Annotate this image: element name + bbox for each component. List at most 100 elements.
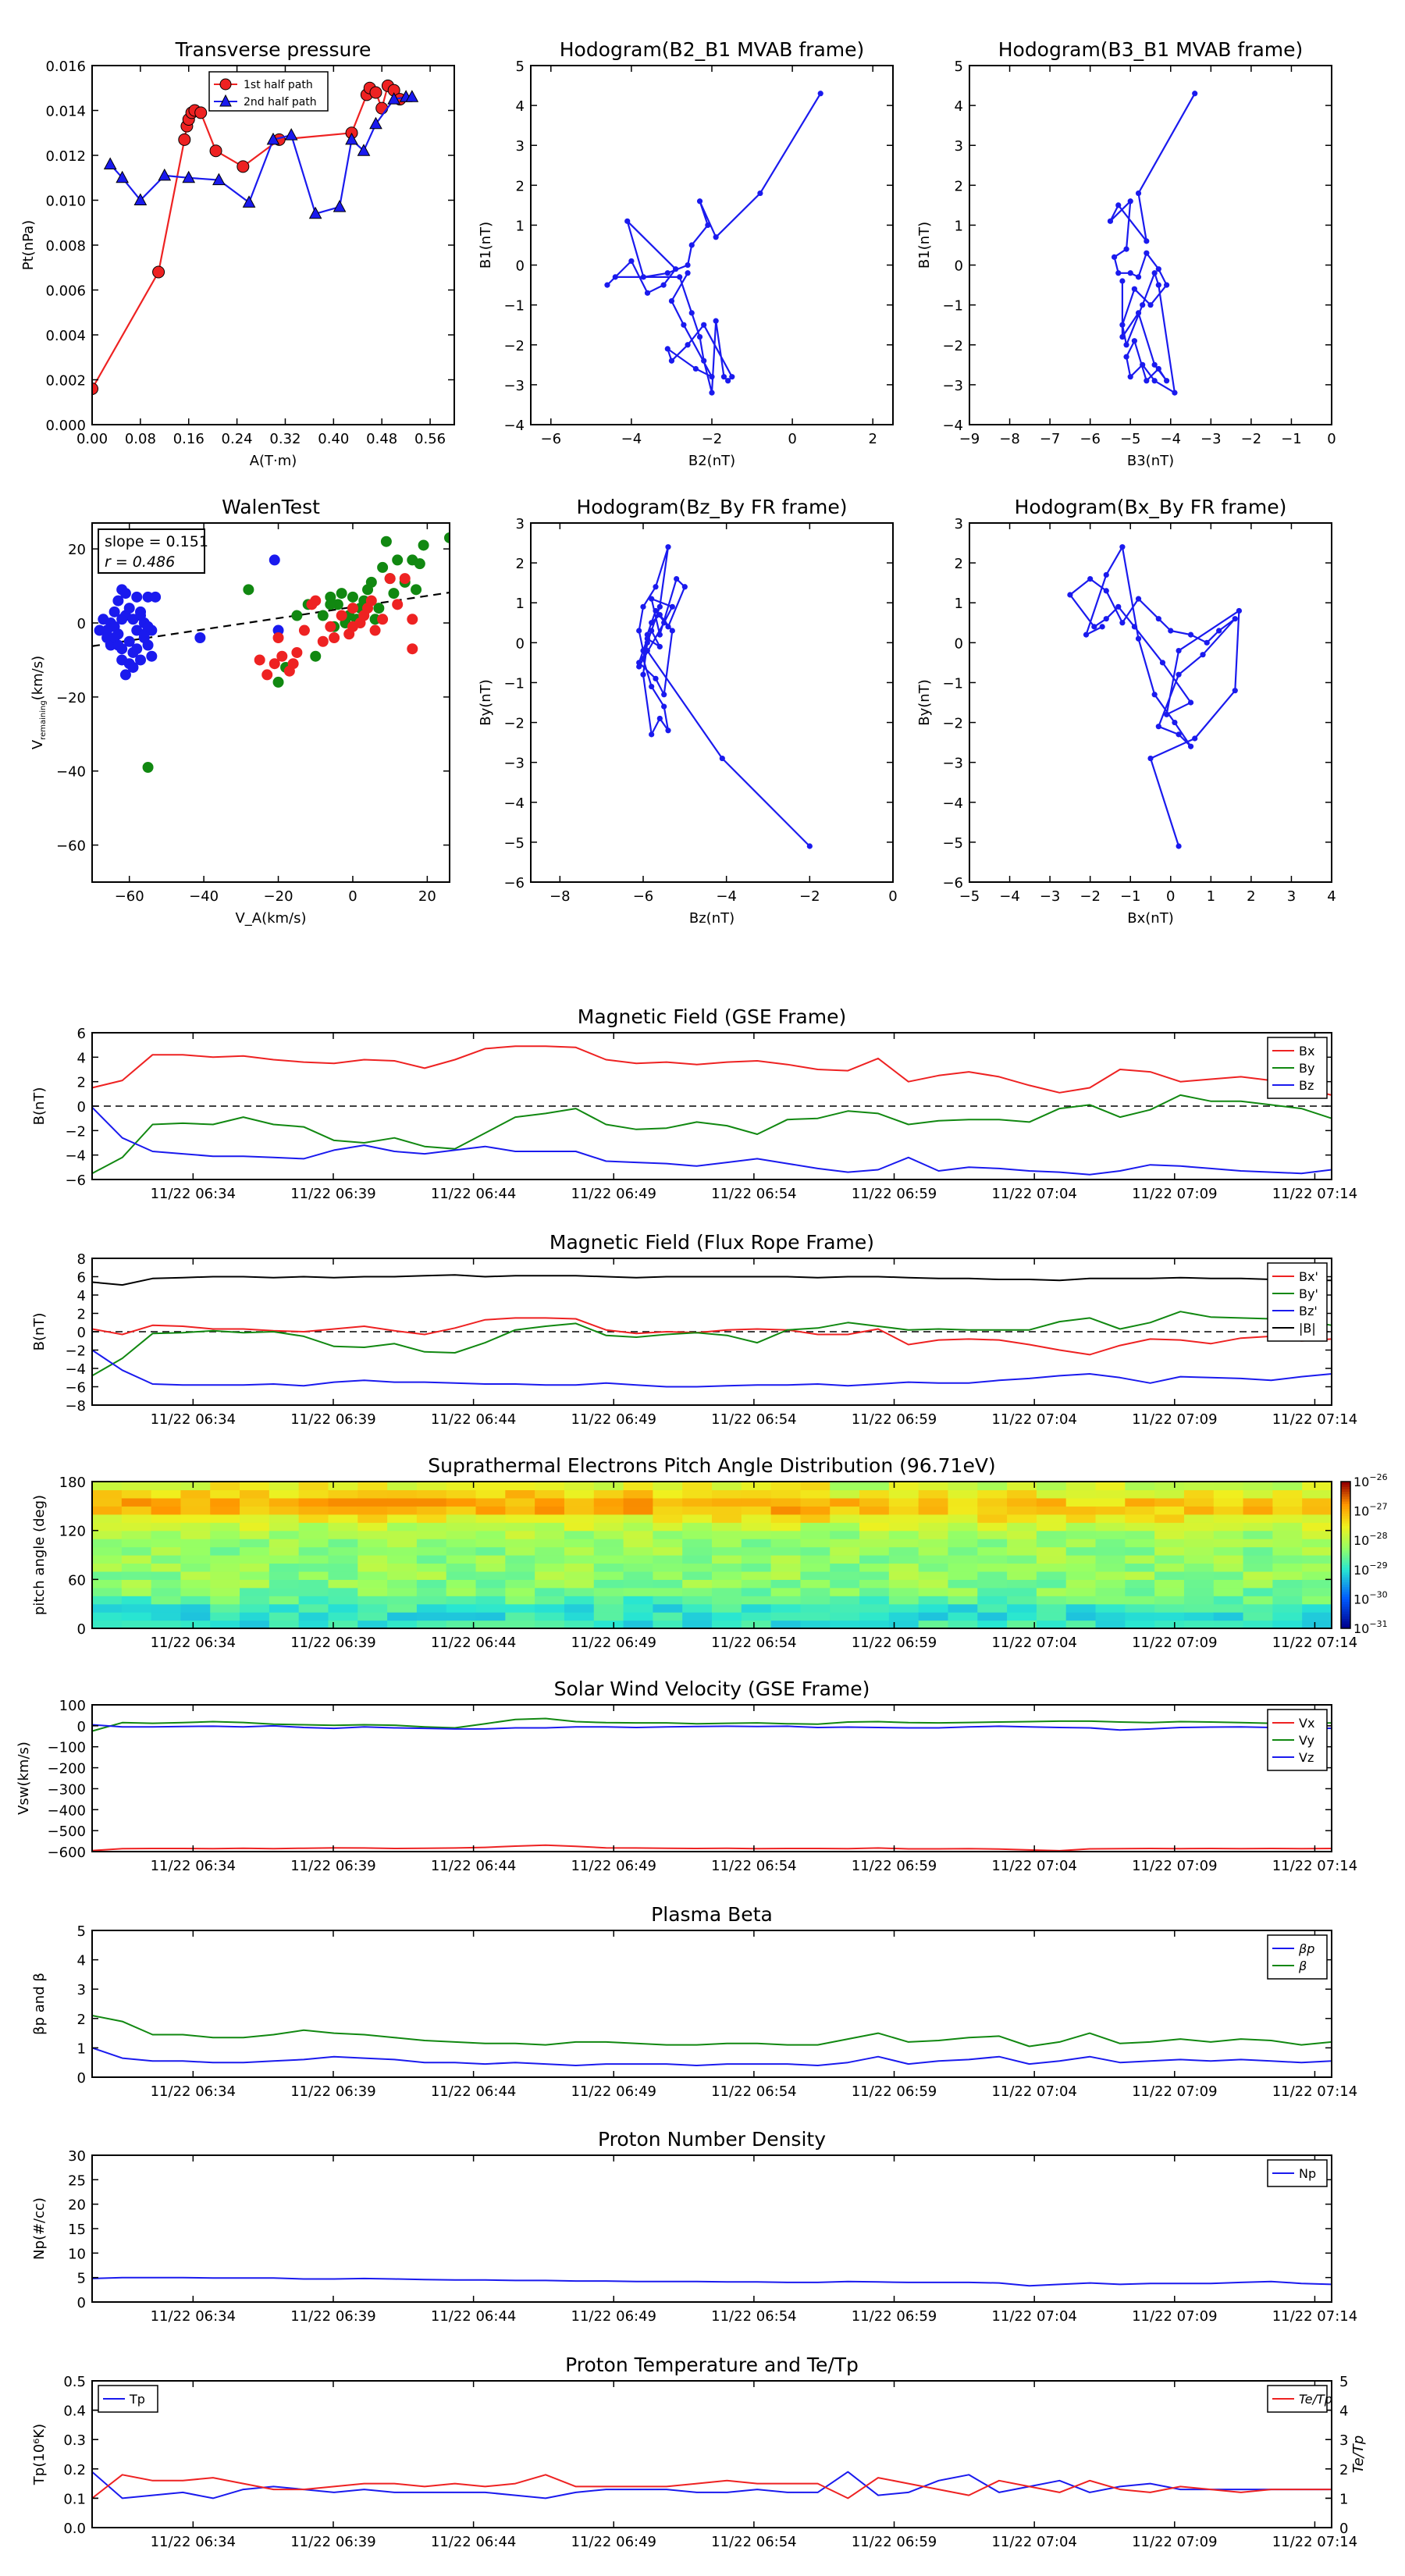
x-tick-label: 11/22 06:59 bbox=[852, 1635, 937, 1651]
data-point bbox=[407, 614, 418, 625]
y-axis-label: B(nT) bbox=[31, 1087, 48, 1126]
heatmap-cell bbox=[151, 1530, 182, 1539]
data-point bbox=[123, 635, 135, 647]
heatmap-cell bbox=[977, 1546, 1008, 1556]
data-point bbox=[709, 374, 715, 380]
heatmap-cell bbox=[712, 1587, 742, 1596]
x-tick-label: 11/22 07:09 bbox=[1132, 1186, 1217, 1202]
heatmap-cell bbox=[1183, 1603, 1215, 1613]
data-point bbox=[308, 206, 322, 219]
chart-title: Transverse pressure bbox=[175, 38, 372, 61]
heatmap-cell bbox=[387, 1620, 418, 1629]
heatmap-cell bbox=[1154, 1489, 1185, 1499]
x-tick-label: −4 bbox=[621, 431, 642, 447]
heatmap-cell bbox=[830, 1489, 860, 1499]
heatmap-cell bbox=[92, 1587, 123, 1596]
heatmap-cell bbox=[269, 1497, 300, 1507]
heatmap-cell bbox=[475, 1587, 506, 1596]
data-point bbox=[209, 144, 222, 158]
heatmap-cell bbox=[800, 1596, 831, 1605]
heatmap-cell bbox=[298, 1489, 329, 1499]
y-tick-label: 0 bbox=[955, 635, 963, 652]
x-tick-label: 11/22 06:59 bbox=[852, 1411, 937, 1428]
heatmap-cell bbox=[446, 1579, 477, 1589]
heatmap-cell bbox=[1007, 1620, 1037, 1629]
heatmap-cell bbox=[977, 1522, 1008, 1532]
heatmap-cell bbox=[121, 1530, 152, 1539]
data-point bbox=[656, 643, 663, 650]
colorbar-cell bbox=[1341, 1599, 1350, 1603]
x-tick-label: 11/22 06:39 bbox=[290, 1186, 375, 1202]
chart-title: Proton Temperature and Te/Tp bbox=[565, 2354, 859, 2376]
heatmap-cell bbox=[1125, 1489, 1155, 1499]
heatmap-cell bbox=[712, 1603, 742, 1613]
colorbar-cell bbox=[1341, 1608, 1350, 1612]
heatmap-cell bbox=[269, 1563, 300, 1572]
colorbar-cell bbox=[1341, 1532, 1350, 1536]
colorbar-cell bbox=[1341, 1525, 1350, 1529]
heatmap-cell bbox=[800, 1587, 831, 1596]
heatmap-cell bbox=[682, 1522, 713, 1532]
heatmap-cell bbox=[1213, 1522, 1244, 1532]
heatmap-cell bbox=[240, 1506, 270, 1515]
x-tick-label: −9 bbox=[959, 431, 980, 447]
heatmap-cell bbox=[770, 1546, 802, 1556]
data-point bbox=[1083, 632, 1090, 638]
heatmap-cell bbox=[1125, 1620, 1155, 1629]
data-point bbox=[336, 588, 347, 600]
heatmap-cell bbox=[151, 1497, 182, 1507]
colorbar-cell bbox=[1341, 1493, 1350, 1497]
heatmap-cell bbox=[712, 1612, 742, 1621]
heatmap-cell bbox=[1065, 1612, 1097, 1621]
data-point bbox=[131, 591, 143, 603]
x-tick-label: 11/22 07:04 bbox=[991, 2083, 1076, 2100]
heatmap-cell bbox=[1183, 1546, 1215, 1556]
plot-frame bbox=[969, 65, 1332, 425]
colorbar-tick-exponent: −31 bbox=[1369, 1619, 1387, 1629]
data-point bbox=[377, 561, 389, 573]
heatmap-cell bbox=[240, 1603, 270, 1613]
x-tick-label: 11/22 07:04 bbox=[991, 2534, 1076, 2550]
heatmap-cell bbox=[859, 1571, 890, 1580]
heatmap-cell bbox=[505, 1522, 535, 1532]
data-point bbox=[1155, 616, 1161, 622]
heatmap-cell bbox=[535, 1489, 565, 1499]
heatmap-cell bbox=[623, 1514, 653, 1523]
series-line-Bx' bbox=[91, 1317, 1332, 1356]
heatmap-cell bbox=[977, 1555, 1008, 1564]
data-point bbox=[688, 242, 695, 248]
y-tick-label: −5 bbox=[942, 835, 963, 852]
chart-walen-test: WalenTest −60 −40 −20 0 20 −60 −40 −20 0 20 V_A(km/… bbox=[30, 496, 450, 927]
data-point bbox=[1176, 671, 1182, 678]
y-axis-label: βp and β bbox=[31, 1973, 48, 2035]
y-tick-label: 2 bbox=[516, 556, 525, 572]
heatmap-cell bbox=[712, 1506, 742, 1515]
heatmap-cell bbox=[918, 1522, 949, 1532]
heatmap-cell bbox=[770, 1539, 802, 1548]
heatmap-cell bbox=[1243, 1603, 1273, 1613]
heatmap-cell bbox=[298, 1587, 329, 1596]
colorbar-cell bbox=[1341, 1528, 1350, 1532]
data-point bbox=[276, 650, 288, 662]
heatmap-cell bbox=[741, 1596, 772, 1605]
heatmap-cell bbox=[1302, 1514, 1332, 1523]
heatmap-cell bbox=[1036, 1603, 1067, 1613]
heatmap-cell bbox=[92, 1497, 123, 1507]
x-tick-label: −5 bbox=[959, 888, 980, 905]
data-point bbox=[131, 643, 143, 655]
data-point bbox=[182, 170, 196, 183]
heatmap-cell bbox=[1213, 1603, 1244, 1613]
data-point bbox=[101, 624, 113, 636]
plot-frame bbox=[530, 522, 894, 883]
heatmap-cell bbox=[918, 1546, 949, 1556]
colorbar-cell bbox=[1341, 1555, 1350, 1558]
data-point bbox=[291, 610, 303, 621]
heatmap-cell bbox=[387, 1497, 418, 1507]
heatmap-cell bbox=[1302, 1596, 1332, 1605]
data-point bbox=[649, 731, 655, 738]
data-point bbox=[1115, 603, 1122, 610]
heatmap-cell bbox=[328, 1539, 358, 1548]
y-axis-label: pitch angle (deg) bbox=[31, 1495, 48, 1615]
heatmap-cell bbox=[682, 1620, 713, 1629]
heatmap-cell bbox=[682, 1530, 713, 1539]
